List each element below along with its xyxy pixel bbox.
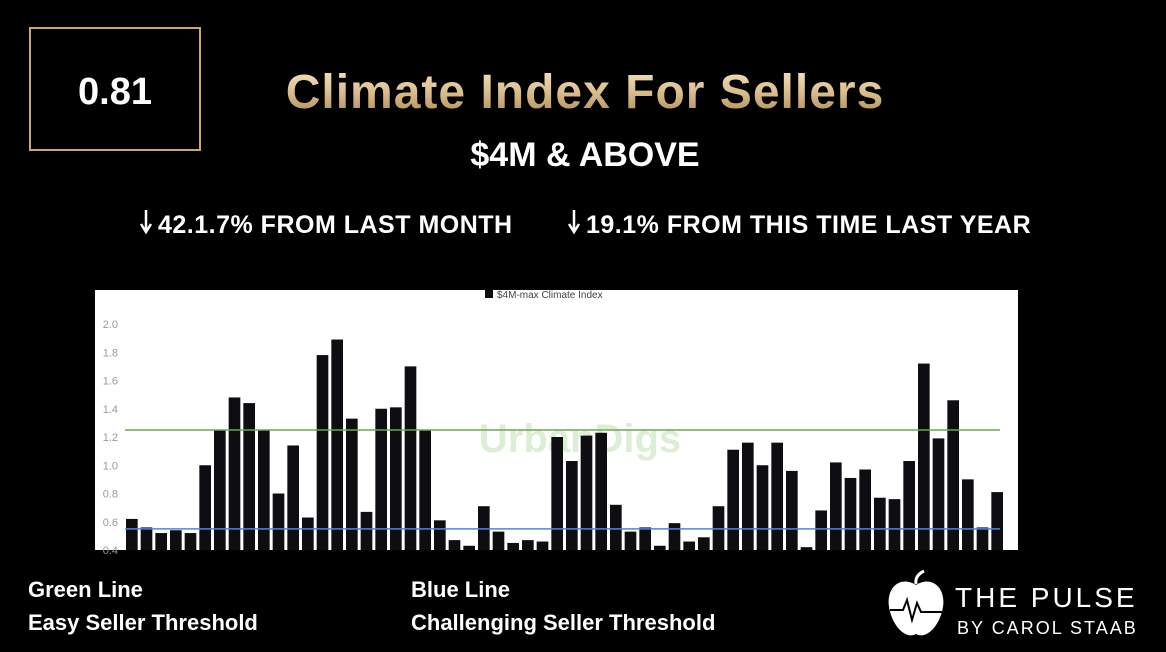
index-box [29,27,201,151]
bar [243,403,255,550]
bar [991,492,1003,550]
y-tick-label: 1.2 [103,432,118,444]
y-tick-label: 2.0 [103,319,118,331]
bar [683,541,695,550]
bar [756,465,769,550]
bar [492,531,505,550]
bar [654,545,666,550]
bar [888,499,901,550]
bar [976,527,989,550]
bar [668,523,681,550]
logo-title: THE PULSE [955,582,1138,613]
bar [302,517,314,550]
bar [566,461,578,550]
bar [404,366,417,550]
bar [727,449,739,550]
bar [316,355,329,550]
change-month: 42.1.7% FROM LAST MONTH [158,211,513,239]
bar [932,438,945,550]
bar [536,541,549,550]
bar [874,497,886,550]
bar [698,537,710,550]
bar [844,477,857,550]
y-tick-label: 1.8 [103,347,118,359]
bar [199,465,211,550]
bar [258,429,270,550]
change-year: 19.1% FROM THIS TIME LAST YEAR [586,211,1031,239]
legend-title: Green Line [28,577,143,602]
bar [419,429,431,550]
logo-subtitle: BY CAROL STAAB [957,618,1138,638]
bar [448,540,461,550]
bar [228,397,241,550]
bar [390,407,402,550]
logo-icon [888,569,944,636]
bar [610,504,622,550]
bar [184,533,197,550]
y-tick-label: 0.8 [103,489,118,501]
y-tick-label: 0.6 [103,517,118,529]
subtitle: $4M & ABOVE [470,136,699,174]
title: Climate Index For Sellers [286,66,885,119]
down-arrow [567,210,581,235]
bar [272,493,285,550]
legend-swatch [485,290,493,298]
legend-text: Easy Seller Threshold [28,610,258,635]
legend-text: Challenging Seller Threshold [411,610,715,635]
bar [918,363,930,550]
bar [360,511,373,550]
chart: UrbanDigs 0.4 0.6 0.8 1.0 1.2 1.4 1.6 1.8 2.0 $4M-… [103,290,1003,557]
bar [595,432,607,550]
bar [639,527,651,550]
y-tick-label: 0.4 [103,545,118,557]
y-tick-label: 1.6 [103,376,118,388]
bar [830,462,842,550]
bar [786,470,798,550]
bar [140,527,153,550]
bar [434,520,446,550]
bar [155,533,167,550]
bar [346,418,358,550]
bar [624,531,637,550]
y-tick-label: 1.4 [103,404,118,416]
bar [287,445,299,550]
bar [522,540,534,550]
y-tick-label: 1.0 [103,460,118,472]
legend-title: Blue Line [411,577,510,602]
down-arrow [139,210,153,235]
bar [463,545,475,550]
bar [375,408,387,550]
bar [800,547,813,550]
bar [331,339,343,550]
watermark: UrbanDigs [479,417,681,461]
bar [507,542,519,550]
bar [962,479,974,550]
bar [771,442,783,550]
bar [214,429,226,550]
bar [126,518,138,550]
bar [947,400,959,550]
bar [815,510,827,550]
bar [903,461,915,550]
legend-label: $4M-max Climate Index [497,290,603,301]
index-value: 0.81 [78,71,152,113]
bar [170,530,182,550]
bar [551,437,563,550]
bar [859,469,871,550]
bar [742,442,754,550]
bar [580,435,593,550]
